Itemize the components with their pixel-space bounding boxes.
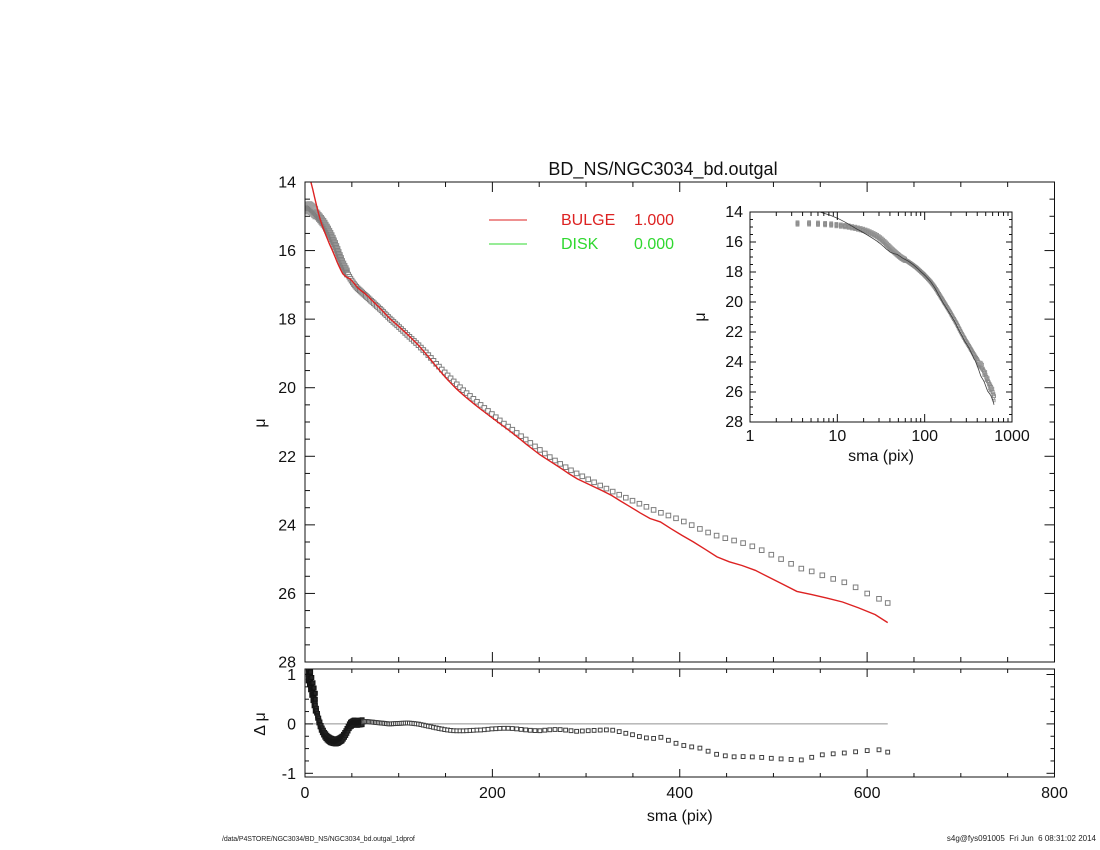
svg-text:1: 1	[287, 667, 296, 684]
svg-text:22: 22	[278, 449, 296, 466]
svg-text:28: 28	[278, 655, 296, 672]
inset-x-axis-label: sma (pix)	[848, 448, 914, 465]
svg-text:600: 600	[854, 785, 881, 802]
inset-model-line	[819, 212, 995, 405]
svg-text:16: 16	[278, 243, 296, 260]
x-axis-label: sma (pix)	[647, 808, 713, 825]
svg-text:10: 10	[828, 428, 846, 445]
observed-series	[305, 201, 891, 606]
svg-text:400: 400	[666, 785, 693, 802]
svg-text:20: 20	[278, 380, 296, 397]
footer-file-path: /data/P4STORE/NGC3034/BD_NS/NGC3034_bd.o…	[222, 836, 415, 843]
svg-text:200: 200	[479, 785, 506, 802]
legend: BULGE 1.000 DISK 0.000	[489, 212, 674, 253]
svg-text:26: 26	[278, 586, 296, 603]
svg-text:1: 1	[746, 428, 755, 445]
svg-text:24: 24	[278, 517, 296, 534]
svg-text:18: 18	[278, 312, 296, 329]
plot-title: BD_NS/NGC3034_bd.outgal	[548, 159, 778, 179]
svg-text:1000: 1000	[994, 428, 1030, 445]
svg-text:20: 20	[725, 294, 743, 311]
residual-data	[305, 669, 891, 763]
svg-text:22: 22	[725, 324, 743, 341]
svg-text:14: 14	[278, 175, 296, 192]
svg-text:0: 0	[287, 716, 296, 733]
footer-user-timestamp: s4g@fys091005 Fri Jun 6 08:31:02 2014	[946, 834, 1096, 843]
svg-text:0.000: 0.000	[634, 236, 674, 253]
svg-text:26: 26	[725, 384, 743, 401]
legend-bulge-label: BULGE	[561, 212, 615, 229]
residual-y-axis-label: Δ μ	[252, 712, 269, 735]
svg-text:800: 800	[1041, 785, 1068, 802]
inset-y-axis-label: μ	[692, 312, 709, 321]
svg-text:1.000: 1.000	[634, 212, 674, 229]
svg-text:28: 28	[725, 414, 743, 431]
inset-panel-frame	[749, 211, 1013, 423]
main-data	[305, 182, 891, 624]
svg-text:0: 0	[301, 785, 310, 802]
svg-text:-1: -1	[282, 766, 296, 783]
svg-text:14: 14	[725, 204, 743, 221]
legend-disk-label: DISK	[561, 236, 599, 253]
svg-text:18: 18	[725, 264, 743, 281]
inset-data	[795, 212, 996, 405]
svg-text:24: 24	[725, 354, 743, 371]
svg-text:16: 16	[725, 234, 743, 251]
svg-text:100: 100	[911, 428, 938, 445]
bulge-model-line	[310, 182, 889, 624]
main-y-axis-label: μ	[252, 418, 269, 427]
